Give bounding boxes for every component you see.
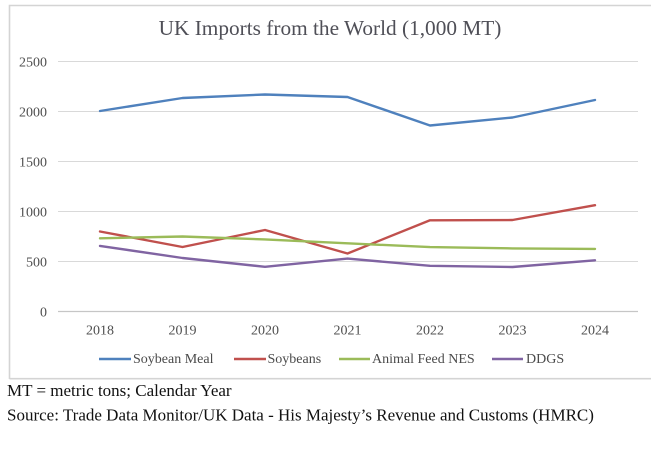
svg-text:Soybeans: Soybeans [268, 352, 322, 367]
svg-text:MT = metric tons; Calendar Yea: MT = metric tons; Calendar Year [7, 381, 232, 400]
svg-text:Soybean Meal: Soybean Meal [133, 352, 214, 367]
svg-text:2000: 2000 [19, 106, 47, 121]
svg-text:2500: 2500 [19, 56, 47, 71]
svg-text:2019: 2019 [169, 324, 197, 339]
svg-text:1000: 1000 [19, 206, 47, 221]
svg-text:2023: 2023 [499, 324, 527, 339]
svg-text:Animal Feed NES: Animal Feed NES [372, 352, 475, 367]
svg-text:2024: 2024 [581, 324, 609, 339]
svg-text:2018: 2018 [86, 324, 114, 339]
svg-text:UK Imports from the World (1,0: UK Imports from the World (1,000 MT) [159, 16, 502, 40]
svg-text:1500: 1500 [19, 156, 47, 171]
svg-text:2022: 2022 [416, 324, 444, 339]
svg-text:DDGS: DDGS [526, 352, 564, 367]
svg-text:2021: 2021 [334, 324, 362, 339]
svg-text:Source: Trade Data Monitor/UK: Source: Trade Data Monitor/UK Data - His… [7, 406, 594, 425]
svg-text:0: 0 [40, 306, 47, 321]
svg-text:500: 500 [26, 256, 47, 271]
svg-text:2020: 2020 [251, 324, 279, 339]
